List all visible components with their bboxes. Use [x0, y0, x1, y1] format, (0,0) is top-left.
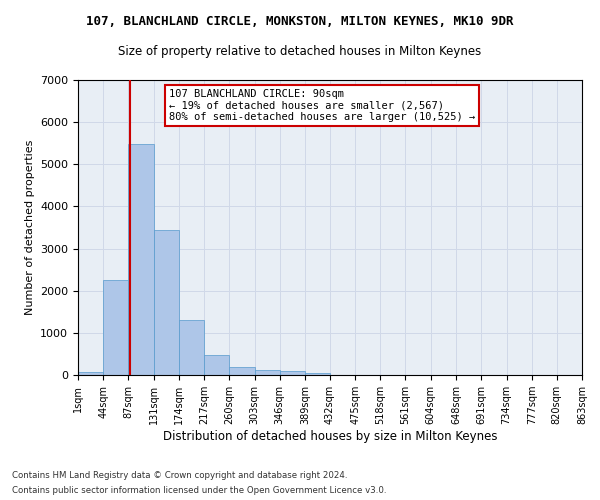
- Bar: [280, 372, 305, 375]
- Text: 107 BLANCHLAND CIRCLE: 90sqm
← 19% of detached houses are smaller (2,567)
80% of: 107 BLANCHLAND CIRCLE: 90sqm ← 19% of de…: [169, 89, 475, 122]
- Bar: [128, 144, 154, 375]
- X-axis label: Distribution of detached houses by size in Milton Keynes: Distribution of detached houses by size …: [163, 430, 497, 443]
- Text: 107, BLANCHLAND CIRCLE, MONKSTON, MILTON KEYNES, MK10 9DR: 107, BLANCHLAND CIRCLE, MONKSTON, MILTON…: [86, 15, 514, 28]
- Bar: [154, 230, 179, 375]
- Text: Contains HM Land Registry data © Crown copyright and database right 2024.: Contains HM Land Registry data © Crown c…: [12, 471, 347, 480]
- Bar: [229, 367, 254, 375]
- Bar: [179, 320, 204, 375]
- Text: Size of property relative to detached houses in Milton Keynes: Size of property relative to detached ho…: [118, 45, 482, 58]
- Bar: [78, 372, 103, 375]
- Y-axis label: Number of detached properties: Number of detached properties: [25, 140, 35, 315]
- Text: Contains public sector information licensed under the Open Government Licence v3: Contains public sector information licen…: [12, 486, 386, 495]
- Bar: [254, 370, 280, 375]
- Bar: [103, 280, 128, 375]
- Bar: [204, 355, 229, 375]
- Bar: [305, 372, 330, 375]
